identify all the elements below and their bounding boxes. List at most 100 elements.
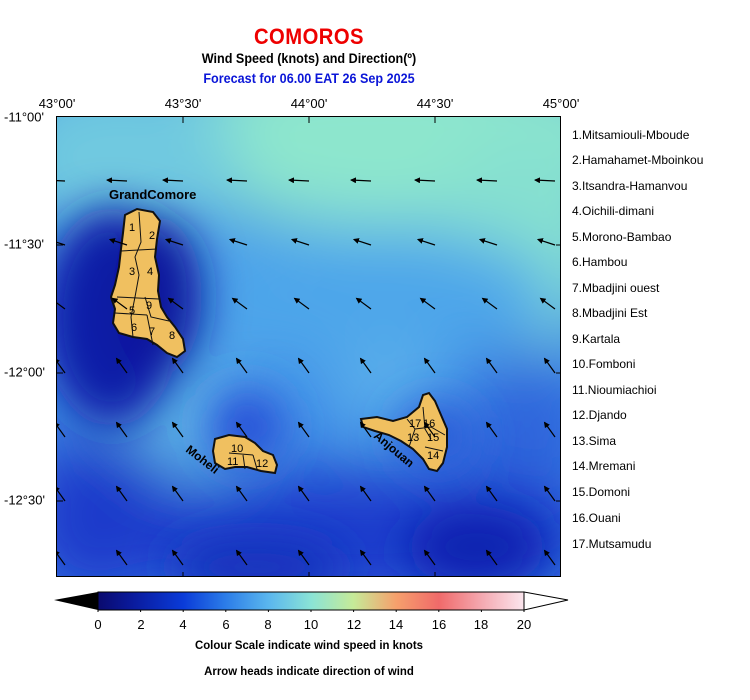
wind-arrow [423,357,436,374]
lon-label-44-00: 44°00' [290,96,328,111]
wind-arrow [57,549,66,566]
region-legend-item: 4.Oichili-dimani [572,204,655,218]
colorbar-tick-label: 10 [303,617,319,632]
wind-arrow [539,297,556,310]
region-legend-item: 14.Mremani [572,459,636,473]
wind-arrow [293,297,310,310]
region-legend-item: 2.Hamahamet-Mboinkou [572,153,704,167]
region-legend-item: 3.Itsandra-Hamanvou [572,179,688,193]
moheli-island [211,433,279,475]
wind-arrow [171,549,184,566]
region-number: 6 [131,322,137,334]
wind-arrow [226,177,248,184]
region-legend-item: 12.Djando [572,408,627,422]
wind-arrow [485,357,498,374]
wind-arrow [115,485,128,502]
wind-arrow [235,549,248,566]
wind-arrow [235,421,248,438]
wind-arrow [162,177,184,184]
wind-arrow [297,357,310,374]
map-tick-marks [57,117,560,576]
wind-arrows [57,177,556,566]
wind-arrow [543,549,556,566]
wind-arrow [115,421,128,438]
anjouan-island [359,391,448,473]
wind-arrow [481,297,498,310]
wind-arrow [476,177,498,184]
wind-arrow [57,241,66,246]
wind-arrow [485,485,498,502]
wind-arrow [297,549,310,566]
colorbar-tick-label: 6 [222,617,230,632]
colorbar-tick-label: 8 [264,617,272,632]
wind-arrow [543,421,556,438]
map-subtitle: Wind Speed (knots) and Direction(º) [201,50,417,66]
lat-label-11-00: -11°00' [4,109,44,125]
region-number: 14 [427,450,439,462]
wind-arrow [235,485,248,502]
colorbar-caption: Colour Scale indicate wind speed in knot… [194,638,424,652]
grand-comore-island [109,207,187,359]
wind-arrow [228,238,248,246]
region-legend-item: 13.Sima [572,434,617,448]
wind-arrow [359,549,372,566]
wind-arrow [57,421,66,438]
wind-arrow [359,485,372,502]
wind-arrow [171,485,184,502]
region-number: 11 [227,456,238,468]
wind-speed-field [57,117,560,576]
region-legend-item: 5.Morono-Bambao [572,230,672,244]
wind-arrow [57,179,66,182]
wind-arrow [235,357,248,374]
colorbar-tick-label: 12 [346,617,362,632]
wind-arrow [423,549,436,566]
wind-arrow [164,238,184,246]
region-legend-item: 17.Mutsamudu [572,537,652,551]
region-number: 17 [409,418,421,430]
arrow-caption: Arrow heads indicate direction of wind [204,664,414,678]
colorbar-tick-label: 14 [388,617,404,632]
wind-arrow [108,238,128,246]
wind-arrow [478,238,498,246]
colorbar-low-triangle [54,592,98,610]
wind-arrow [352,238,372,246]
wind-arrow [359,357,372,374]
wind-arrow [171,357,184,374]
region-legend-item: 1.Mitsamiouli-Mboude [572,128,690,142]
lat-label-12-30: -12°30' [4,492,45,508]
region-legend-item: 16.Ouani [572,511,621,525]
colorbar-tick-label: 18 [473,617,489,632]
wind-arrow [288,177,310,184]
lon-label-44-30: 44°30' [416,96,454,111]
colorbar-tick-label: 16 [431,617,447,632]
region-number: 15 [427,432,439,444]
region-legend-item: 8.Mbadjini Est [572,306,648,320]
wind-arrow [419,297,436,310]
wind-arrow [115,357,128,374]
wind-map-canvas: GrandComore Moheli Anjouan 1 2 3 4 [57,117,560,576]
colorbar-tick-label: 0 [94,617,102,632]
wind-arrow [543,485,556,502]
wind-arrow [423,485,436,502]
wind-arrow [359,421,372,438]
wind-arrow [543,357,556,374]
wind-arrow [106,177,128,184]
wind-arrow [350,177,372,184]
wind-arrow [485,549,498,566]
region-number: 12 [256,458,268,470]
colorbar-tick-label: 20 [516,617,532,632]
wind-arrow [297,485,310,502]
wind-arrow [355,297,372,310]
region-legend-item: 15.Domoni [572,485,631,499]
wind-arrow [231,297,248,310]
wind-arrow [414,177,436,184]
region-number: 10 [231,443,243,455]
wind-arrow [57,485,66,502]
wind-arrow [111,297,128,310]
lon-label-43-00: 43°00' [38,96,76,111]
region-number: 4 [147,266,153,278]
region-legend-item: 6.Hambou [572,255,628,269]
region-legend-item: 9.Kartala [572,332,621,346]
colorbar-gradient [97,591,525,611]
anjouan-landmass [359,391,448,473]
